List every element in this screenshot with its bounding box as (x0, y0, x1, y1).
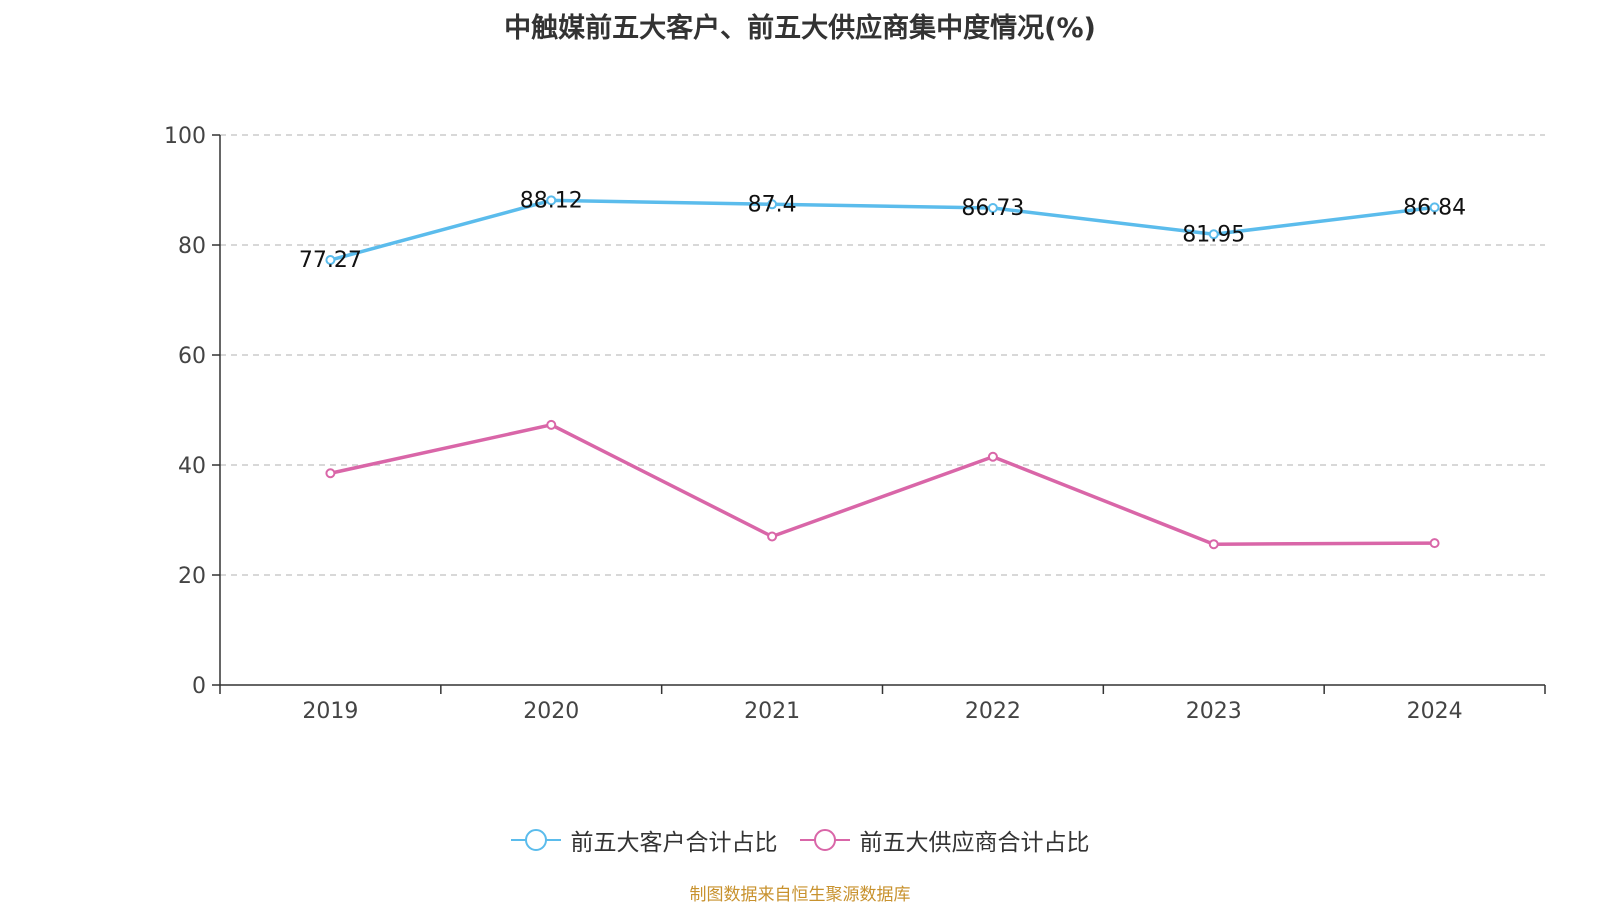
data-label-0-2019: 77.27 (299, 248, 362, 273)
x-tick-label-2019: 2019 (302, 699, 358, 724)
y-tick-label-100: 100 (164, 124, 206, 149)
y-tick-label-80: 80 (178, 234, 206, 259)
x-tick-label-2024: 2024 (1407, 699, 1463, 724)
data-label-0-2021: 87.4 (748, 192, 797, 217)
x-tick-label-2021: 2021 (744, 699, 800, 724)
point-0-2019 (325, 255, 336, 266)
y-tick-label-20: 20 (178, 564, 206, 589)
data-label-0-2020: 88.12 (520, 188, 583, 213)
point-1-2019 (325, 468, 336, 479)
point-0-2024 (1429, 202, 1440, 213)
source-note: 制图数据来自恒生聚源数据库 (689, 885, 911, 905)
x-tick-label-2023: 2023 (1186, 699, 1242, 724)
data-label-0-2024: 86.84 (1403, 195, 1466, 220)
y-tick-label-40: 40 (178, 454, 206, 479)
legend-swatch-suppliers (799, 829, 850, 851)
point-0-2023 (1208, 229, 1219, 240)
series-line-1 (330, 423, 1435, 546)
legend-marker-suppliers (813, 829, 836, 851)
legend-item-suppliers[interactable]: 前五大供应商合计占比 (799, 823, 1090, 857)
chart-title: 中触媒前五大客户、前五大供应商集中度情况(%) (504, 13, 1096, 44)
point-1-2021 (767, 531, 778, 542)
point-1-2024 (1429, 538, 1440, 549)
point-1-2020 (546, 419, 557, 430)
data-label-0-2022: 86.73 (961, 196, 1024, 221)
x-tick-label-2020: 2020 (523, 699, 579, 724)
point-1-2022 (987, 451, 998, 462)
legend-item-customers[interactable]: 前五大客户合计占比 (510, 823, 778, 857)
point-0-2022 (987, 202, 998, 213)
point-1-2023 (1208, 539, 1219, 550)
legend-swatch-customers (510, 829, 561, 851)
legend-marker-customers (524, 829, 547, 851)
chart-legend: 前五大客户合计占比 前五大供应商合计占比 (0, 823, 1600, 857)
series-line-0 (329, 198, 1435, 262)
y-tick-label-60: 60 (178, 344, 206, 369)
x-tick-label-2022: 2022 (965, 699, 1021, 724)
legend-label-customers: 前五大客户合计占比 (570, 830, 778, 856)
point-0-2020 (546, 195, 557, 206)
legend-label-suppliers: 前五大供应商合计占比 (859, 830, 1090, 856)
point-0-2021 (767, 199, 778, 210)
y-tick-label-0: 0 (192, 674, 206, 699)
data-label-0-2023: 81.95 (1182, 222, 1245, 247)
